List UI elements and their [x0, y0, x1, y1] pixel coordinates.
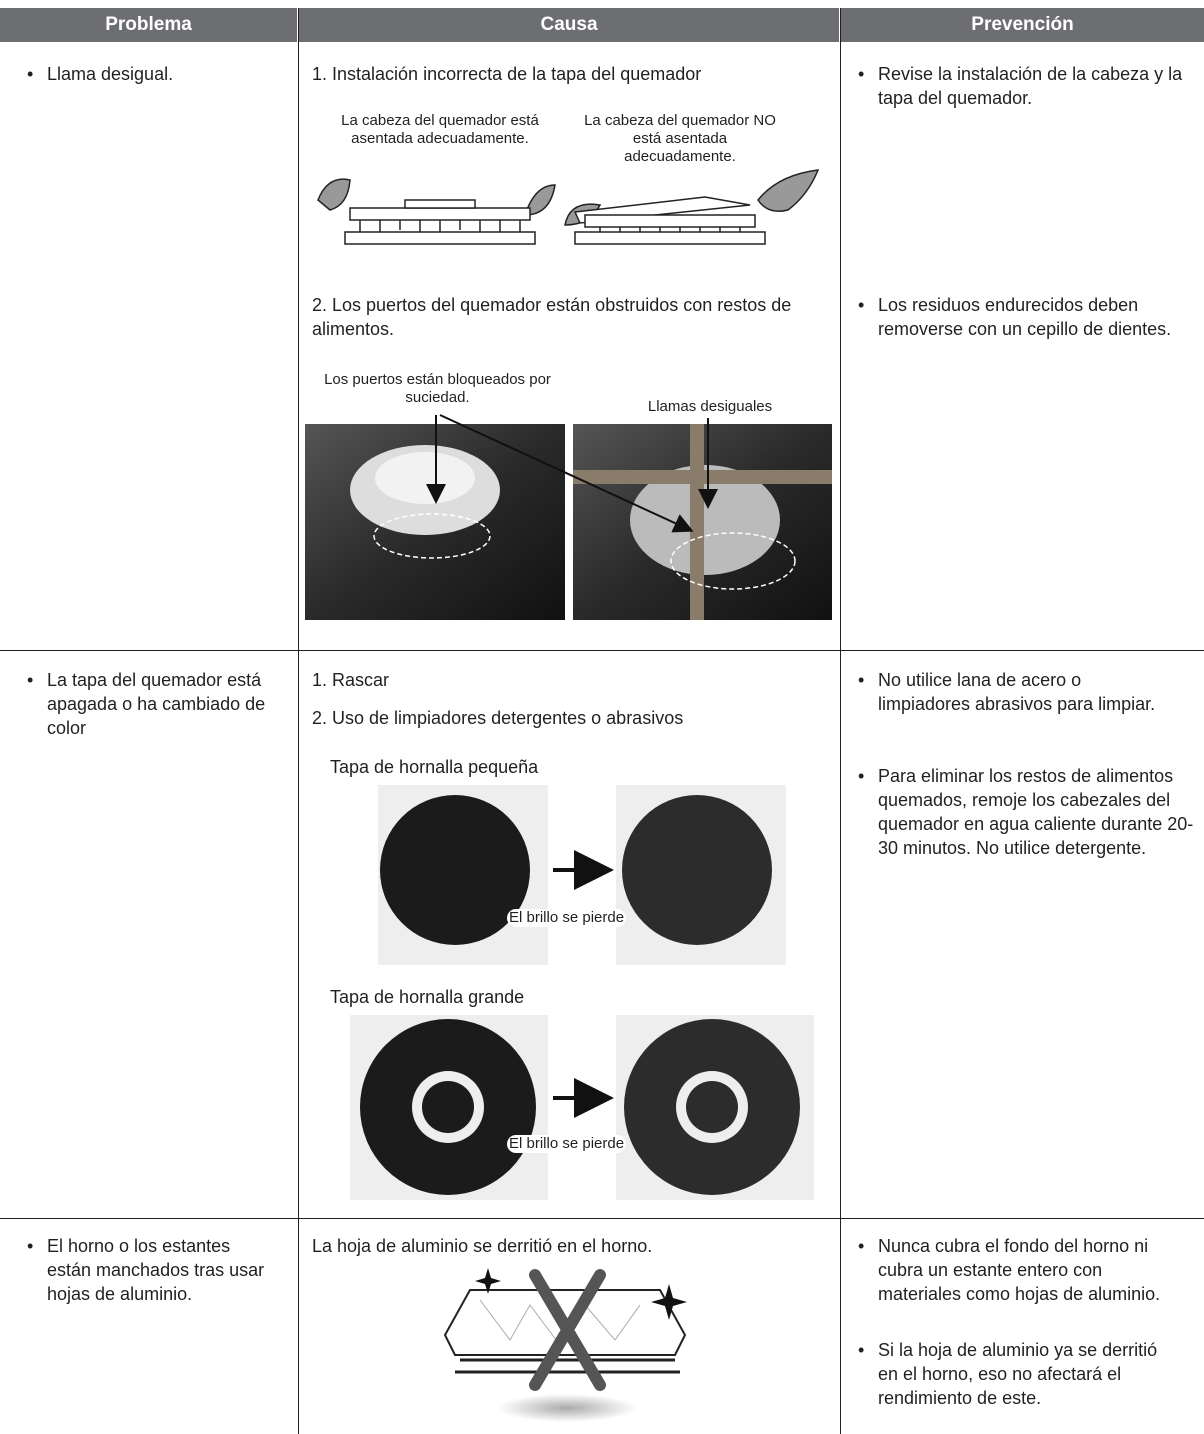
problem: La tapa del quemador está apagada o ha c…	[27, 668, 277, 740]
problem: Llama desigual.	[27, 62, 277, 86]
figure-label: Tapa de hornalla grande	[330, 987, 525, 1007]
cause: 2. Uso de limpiadores detergentes o abra…	[312, 708, 684, 728]
cause: La hoja de aluminio se derritió en el ho…	[312, 1236, 653, 1256]
photo-uneven-flames	[573, 424, 832, 620]
pointer-arrows	[426, 414, 718, 533]
caption: El brillo se pierde	[507, 1135, 627, 1153]
row-divider	[0, 650, 1204, 651]
small-caps	[378, 785, 786, 965]
caption: Los puertos están bloqueados por sucieda…	[324, 371, 551, 406]
prevention: No utilice lana de acero o limpiadores a…	[858, 668, 1178, 716]
cause: 1. Rascar	[312, 670, 390, 690]
column-divider	[298, 8, 299, 1434]
caption: La cabeza del quemador está asentada ade…	[341, 112, 539, 147]
problem: El horno o los estantes están manchados …	[27, 1234, 277, 1306]
prevention: Para eliminar los restos de alimentos qu…	[858, 764, 1196, 860]
header-cell: Prevención	[841, 8, 1204, 42]
prevention: Nunca cubra el fondo del horno ni cubra …	[858, 1234, 1178, 1306]
cause: 2. Los puertos del quemador están obstru…	[312, 295, 792, 339]
caption: Llamas desiguales	[647, 398, 773, 415]
burner-ok	[317, 178, 556, 245]
photo-blocked-ports	[305, 424, 565, 620]
large-caps	[350, 1015, 814, 1200]
header-cell: Causa	[299, 8, 839, 42]
row-divider	[0, 1218, 1204, 1219]
burner-bad	[564, 169, 820, 245]
figure-label: Tapa de hornalla pequeña	[330, 757, 539, 777]
prevention: Si la hoja de aluminio ya se derritió en…	[858, 1338, 1178, 1410]
header-cell: Problema	[0, 8, 297, 42]
foil-icon	[443, 1268, 687, 1422]
column-divider	[840, 8, 841, 1434]
caption: El brillo se pierde	[507, 909, 627, 927]
prevention: Los residuos endurecidos deben removerse…	[858, 293, 1178, 341]
caption: La cabeza del quemador NO está asentada …	[584, 112, 776, 165]
prevention: Revise la instalación de la cabeza y la …	[858, 62, 1196, 110]
cause: 1. Instalación incorrecta de la tapa del…	[312, 64, 702, 84]
